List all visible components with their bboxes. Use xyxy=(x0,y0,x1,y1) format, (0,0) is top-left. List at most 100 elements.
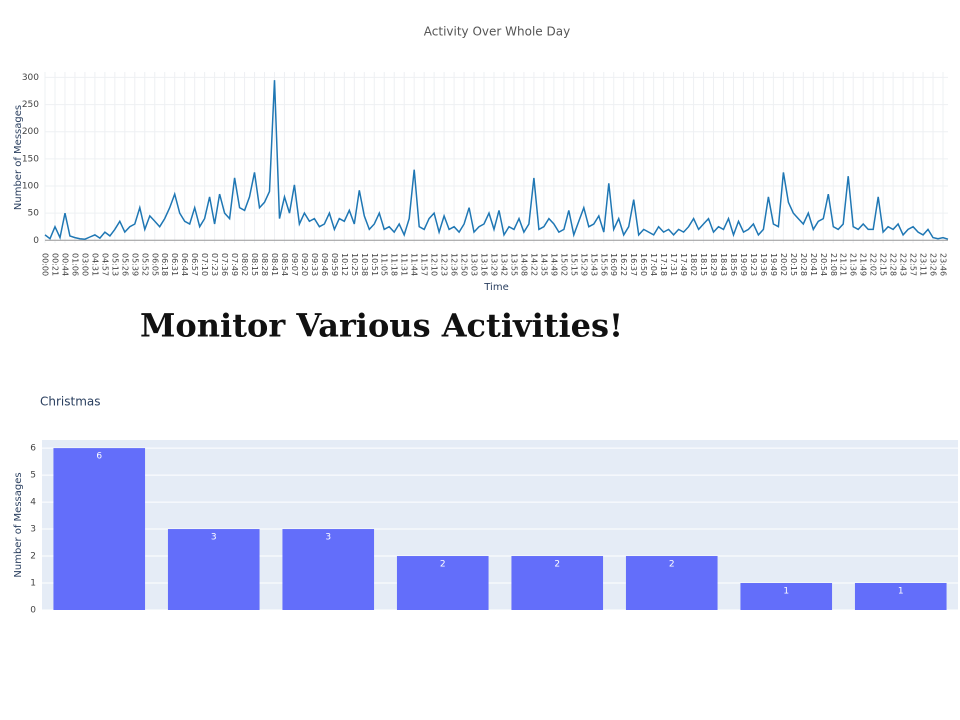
x-tick-label: 17:49 xyxy=(679,253,688,276)
x-tick-label: 21:36 xyxy=(849,253,858,276)
x-tick-label: 08:54 xyxy=(280,253,289,276)
x-tick-label: 16:09 xyxy=(609,253,618,276)
value-label: 2 xyxy=(669,560,675,570)
y-tick-label: 200 xyxy=(22,127,39,137)
x-tick-label: 14:35 xyxy=(539,253,548,276)
x-tick-label: 04:57 xyxy=(100,253,109,276)
x-tick-label: 00:44 xyxy=(60,253,69,276)
x-tick-label: 08:02 xyxy=(240,253,249,276)
x-tick-label: 12:23 xyxy=(440,253,449,276)
bar xyxy=(854,583,947,610)
x-tick-label: 22:15 xyxy=(879,253,888,276)
x-tick-label: 18:29 xyxy=(709,253,718,276)
value-label: 2 xyxy=(440,560,446,570)
y-tick-label: 0 xyxy=(33,236,39,246)
x-tick-label: 11:05 xyxy=(380,253,389,276)
x-tick-label: 12:10 xyxy=(430,253,439,276)
x-tick-label: 06:31 xyxy=(170,253,179,276)
x-tick-label: 19:36 xyxy=(759,253,768,276)
x-tick-label: 11:44 xyxy=(410,253,419,276)
y-tick-label: 50 xyxy=(28,209,40,219)
chart-title: Activity Over Whole Day xyxy=(424,25,570,39)
x-tick-label: 00:21 xyxy=(50,253,59,276)
x-tick-label: 22:02 xyxy=(869,253,878,276)
y-tick-label: 3 xyxy=(30,525,36,535)
x-tick-label: 12:36 xyxy=(450,253,459,276)
x-tick-label: 20:28 xyxy=(799,253,808,276)
bar xyxy=(53,448,146,610)
x-tick-label: 11:18 xyxy=(390,253,399,276)
x-tick-label: 08:41 xyxy=(270,253,279,276)
x-tick-label: 08:28 xyxy=(260,253,269,276)
x-tick-label: 22:43 xyxy=(899,253,908,276)
x-tick-label: 16:22 xyxy=(619,253,628,276)
x-tick-label: 10:25 xyxy=(350,253,359,276)
value-label: 3 xyxy=(325,533,331,543)
x-tick-label: 01:06 xyxy=(70,253,79,276)
y-tick-label: 5 xyxy=(30,471,36,481)
heading: Monitor Various Activities! xyxy=(140,307,623,345)
x-tick-label: 05:52 xyxy=(140,253,149,276)
value-label: 1 xyxy=(783,587,789,597)
x-tick-label: 13:16 xyxy=(480,253,489,276)
bar xyxy=(282,529,375,610)
x-tick-label: 15:02 xyxy=(559,253,568,276)
x-tick-label: 06:05 xyxy=(150,253,159,276)
x-tick-label: 15:56 xyxy=(599,253,608,276)
x-tick-label: 07:10 xyxy=(200,253,209,276)
y-tick-label: 6 xyxy=(30,444,36,454)
x-tick-label: 08:15 xyxy=(250,253,259,276)
y-tick-label: 4 xyxy=(30,498,36,508)
x-tick-label: 09:59 xyxy=(330,253,339,276)
x-tick-label: 23:11 xyxy=(919,253,928,276)
x-tick-label: 19:49 xyxy=(769,253,778,276)
x-tick-label: 10:12 xyxy=(340,253,349,276)
x-tick-label: 09:07 xyxy=(290,253,299,276)
x-tick-label: 13:29 xyxy=(490,253,499,276)
x-tick-label: 23:26 xyxy=(929,253,938,276)
value-label: 1 xyxy=(898,587,904,597)
bar xyxy=(167,529,260,610)
x-tick-label: 17:04 xyxy=(649,253,658,276)
x-tick-label: 04:31 xyxy=(90,253,99,276)
bar xyxy=(511,556,604,610)
x-tick-label: 13:03 xyxy=(470,253,479,276)
x-tick-label: 18:56 xyxy=(729,253,738,276)
x-tick-label: 18:15 xyxy=(699,253,708,276)
y-tick-label: 2 xyxy=(30,552,36,562)
x-tick-label: 06:57 xyxy=(190,253,199,276)
x-tick-label: 14:08 xyxy=(519,253,528,276)
x-tick-label: 22:28 xyxy=(889,253,898,276)
x-tick-label: 20:41 xyxy=(809,253,818,276)
x-tick-label: 16:37 xyxy=(629,253,638,276)
y-axis-label: Number of Messages xyxy=(13,105,24,210)
y-tick-label: 1 xyxy=(30,579,36,589)
x-tick-label: 06:18 xyxy=(160,253,169,276)
x-tick-label: 09:20 xyxy=(300,253,309,276)
x-tick-label: 23:46 xyxy=(939,253,948,276)
x-tick-label: 15:43 xyxy=(589,253,598,276)
x-tick-label: 00:00 xyxy=(41,253,50,276)
y-tick-label: 150 xyxy=(22,154,39,164)
x-tick-label: 05:39 xyxy=(130,253,139,276)
x-tick-label: 09:33 xyxy=(310,253,319,276)
x-tick-label: 19:23 xyxy=(749,253,758,276)
x-tick-label: 19:09 xyxy=(739,253,748,276)
x-tick-label: 14:49 xyxy=(549,253,558,276)
x-tick-label: 17:18 xyxy=(659,253,668,276)
value-label: 6 xyxy=(96,452,102,462)
x-tick-label: 06:44 xyxy=(180,253,189,276)
x-tick-label: 16:50 xyxy=(639,253,648,276)
x-tick-label: 13:55 xyxy=(509,253,518,276)
x-tick-label: 15:15 xyxy=(569,253,578,276)
chart-title: Christmas xyxy=(40,395,101,409)
y-tick-label: 0 xyxy=(30,606,36,616)
x-tick-label: 20:15 xyxy=(789,253,798,276)
x-tick-label: 13:42 xyxy=(499,253,508,276)
x-tick-label: 03:00 xyxy=(80,253,89,276)
x-tick-label: 10:51 xyxy=(370,253,379,276)
x-tick-label: 14:22 xyxy=(529,253,538,276)
x-tick-label: 05:26 xyxy=(120,253,129,276)
x-tick-label: 09:46 xyxy=(320,253,329,276)
x-tick-label: 07:23 xyxy=(210,253,219,276)
